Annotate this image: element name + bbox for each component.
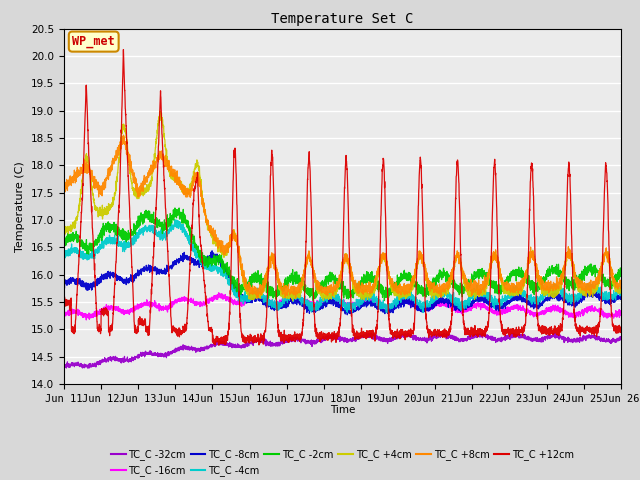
- Y-axis label: Temperature (C): Temperature (C): [15, 161, 26, 252]
- Title: Temperature Set C: Temperature Set C: [271, 12, 413, 26]
- Legend: TC_C -32cm, TC_C -16cm, TC_C -8cm, TC_C -4cm, TC_C -2cm, TC_C +4cm, TC_C +8cm, T: TC_C -32cm, TC_C -16cm, TC_C -8cm, TC_C …: [107, 446, 578, 480]
- X-axis label: Time: Time: [330, 405, 355, 415]
- Text: WP_met: WP_met: [72, 35, 115, 48]
